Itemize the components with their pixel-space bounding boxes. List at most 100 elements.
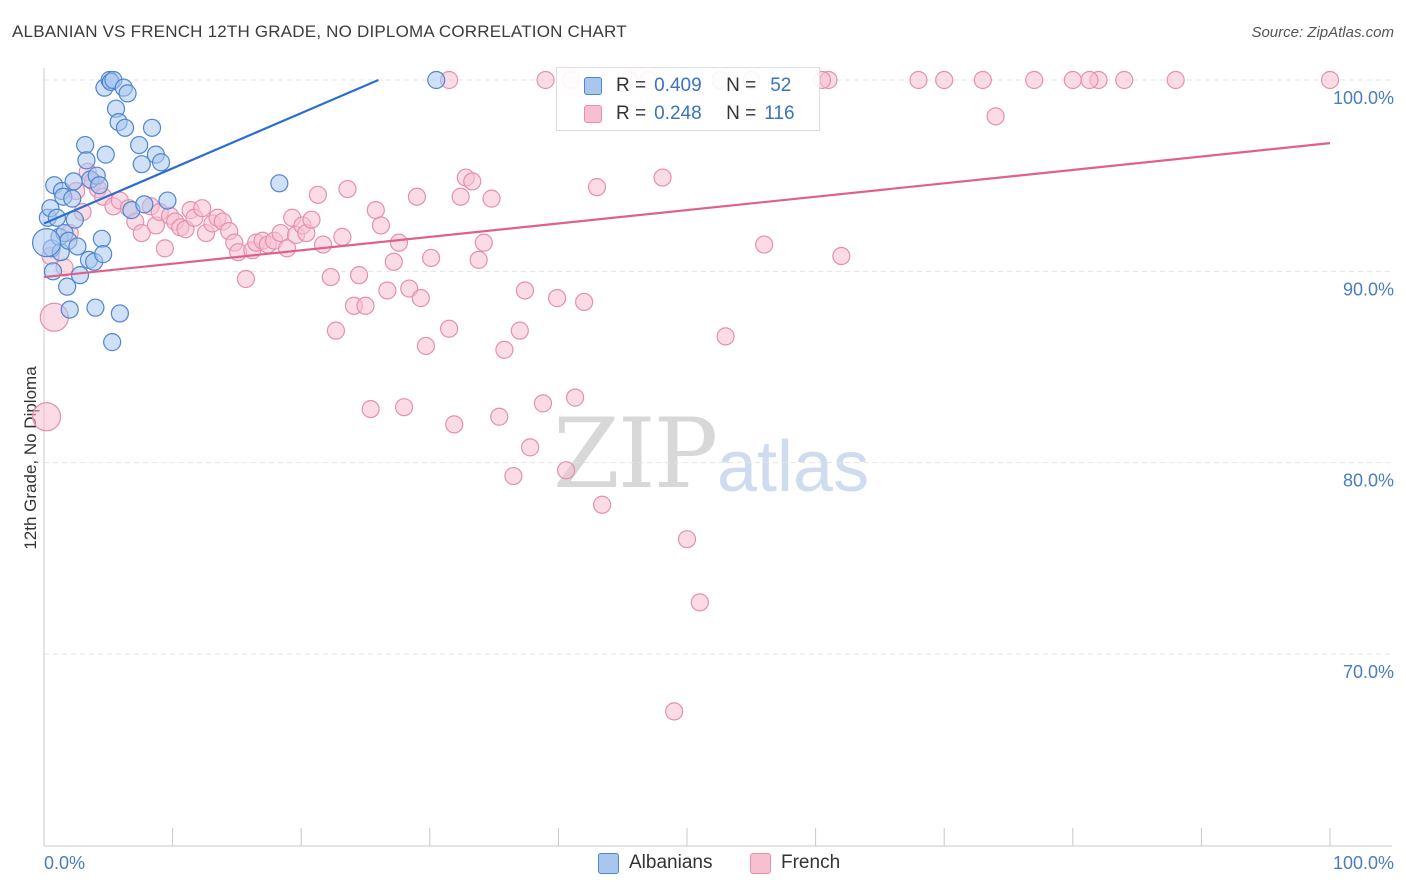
- albanians-point: [151, 153, 171, 172]
- french-point: [665, 702, 684, 721]
- albanians-point: [158, 191, 177, 210]
- french-point: [1025, 70, 1044, 90]
- legend-row-french: R = 0.248 N = 116: [557, 99, 795, 129]
- french-point: [302, 210, 321, 229]
- tick-labels: 70.0% 80.0% 90.0% 100.0% 0.0% 100.0%: [44, 88, 1394, 873]
- french-point: [1166, 70, 1185, 90]
- y-tick-label: 90.0%: [1343, 279, 1394, 299]
- chart-title: ALBANIAN VS FRENCH 12TH GRADE, NO DIPLOM…: [12, 22, 627, 41]
- french-point: [308, 185, 328, 204]
- french-point: [716, 327, 735, 346]
- x-tick-label-max: 100.0%: [1333, 853, 1394, 873]
- french-point: [474, 233, 493, 252]
- source-label: Source: ZipAtlas.com: [1251, 24, 1394, 41]
- french-point: [366, 201, 385, 220]
- legend-r-label: R =: [616, 103, 647, 124]
- french-point: [935, 70, 954, 90]
- french-point: [832, 246, 851, 266]
- french-point: [575, 292, 594, 312]
- legend-n-label: N =: [726, 75, 757, 96]
- albanians-point: [132, 155, 151, 174]
- albanians-n-value: 52: [770, 75, 792, 96]
- watermark-atlas: atlas: [717, 427, 870, 507]
- french-point: [132, 223, 151, 243]
- albanians-trend-line: [43, 78, 379, 225]
- french-point: [371, 216, 391, 235]
- french-point: [515, 281, 535, 300]
- albanians-swatch: [584, 77, 602, 95]
- french-point: [361, 399, 380, 419]
- legend-item-albanians[interactable]: Albanians: [598, 852, 712, 874]
- albanians-point: [94, 245, 113, 264]
- albanians-legend-swatch: [598, 852, 619, 874]
- albanians-legend-label: Albanians: [629, 852, 713, 873]
- trend-lines: [43, 78, 1331, 279]
- albanians-r-value: 0.409: [654, 75, 702, 96]
- french-legend-label: French: [781, 852, 841, 873]
- french-point: [193, 199, 212, 218]
- french-point: [521, 438, 540, 457]
- french-point: [653, 168, 672, 187]
- french-r-value: 0.248: [654, 103, 702, 124]
- albanians-point: [96, 145, 115, 164]
- french-point: [536, 70, 555, 90]
- french-point: [510, 321, 529, 340]
- french-point: [451, 187, 470, 206]
- french-swatch: [584, 105, 602, 123]
- french-point: [482, 189, 501, 208]
- albanians-point: [70, 266, 90, 285]
- albanians-point: [86, 298, 105, 317]
- french-point: [439, 319, 459, 338]
- french-point: [378, 281, 397, 300]
- french-point: [463, 172, 482, 191]
- french-point: [394, 398, 414, 417]
- french-point: [593, 495, 612, 514]
- albanians-point: [77, 151, 96, 170]
- legend-item-french[interactable]: French: [750, 852, 840, 874]
- french-point: [313, 235, 333, 254]
- french-point: [421, 248, 441, 268]
- french-point: [755, 235, 774, 254]
- french-point: [31, 402, 62, 432]
- series-legend: Albanians French: [0, 852, 1406, 878]
- albanians-point: [92, 229, 111, 248]
- albanians-point: [60, 300, 79, 319]
- albanians-point: [76, 135, 95, 155]
- data-points: [31, 70, 1340, 721]
- albanians-point: [90, 176, 109, 195]
- french-point: [469, 250, 488, 269]
- albanians-point: [115, 118, 135, 137]
- french-point: [155, 239, 174, 258]
- french-point: [533, 394, 553, 413]
- french-point: [1320, 70, 1340, 90]
- albanians-point: [68, 237, 87, 256]
- french-point: [677, 530, 697, 549]
- albanians-point: [142, 118, 162, 137]
- legend-n-label: N =: [726, 103, 757, 124]
- y-tick-label: 100.0%: [1333, 88, 1394, 108]
- albanians-point: [31, 228, 62, 258]
- albanians-point: [427, 70, 446, 90]
- french-point: [548, 289, 567, 308]
- french-point: [349, 266, 369, 285]
- albanians-point: [135, 195, 154, 214]
- french-point: [384, 252, 403, 271]
- french-point: [326, 321, 346, 340]
- french-point: [338, 179, 357, 199]
- french-point: [445, 415, 464, 434]
- legend-row-albanians: R = 0.409 N = 52: [557, 71, 791, 101]
- french-point: [416, 336, 436, 356]
- french-point: [690, 593, 709, 612]
- stats-legend: R = 0.409 N = 52 R = 0.248 N = 116: [556, 67, 820, 131]
- french-point: [587, 178, 607, 197]
- french-point: [333, 227, 352, 246]
- albanians-point: [63, 189, 82, 208]
- french-point: [909, 70, 928, 90]
- french-point: [1063, 70, 1082, 90]
- axes: [43, 68, 1392, 847]
- french-point: [271, 223, 290, 243]
- x-tick-label-min: 0.0%: [44, 853, 85, 873]
- albanians-point: [110, 304, 129, 323]
- albanians-point: [118, 84, 137, 103]
